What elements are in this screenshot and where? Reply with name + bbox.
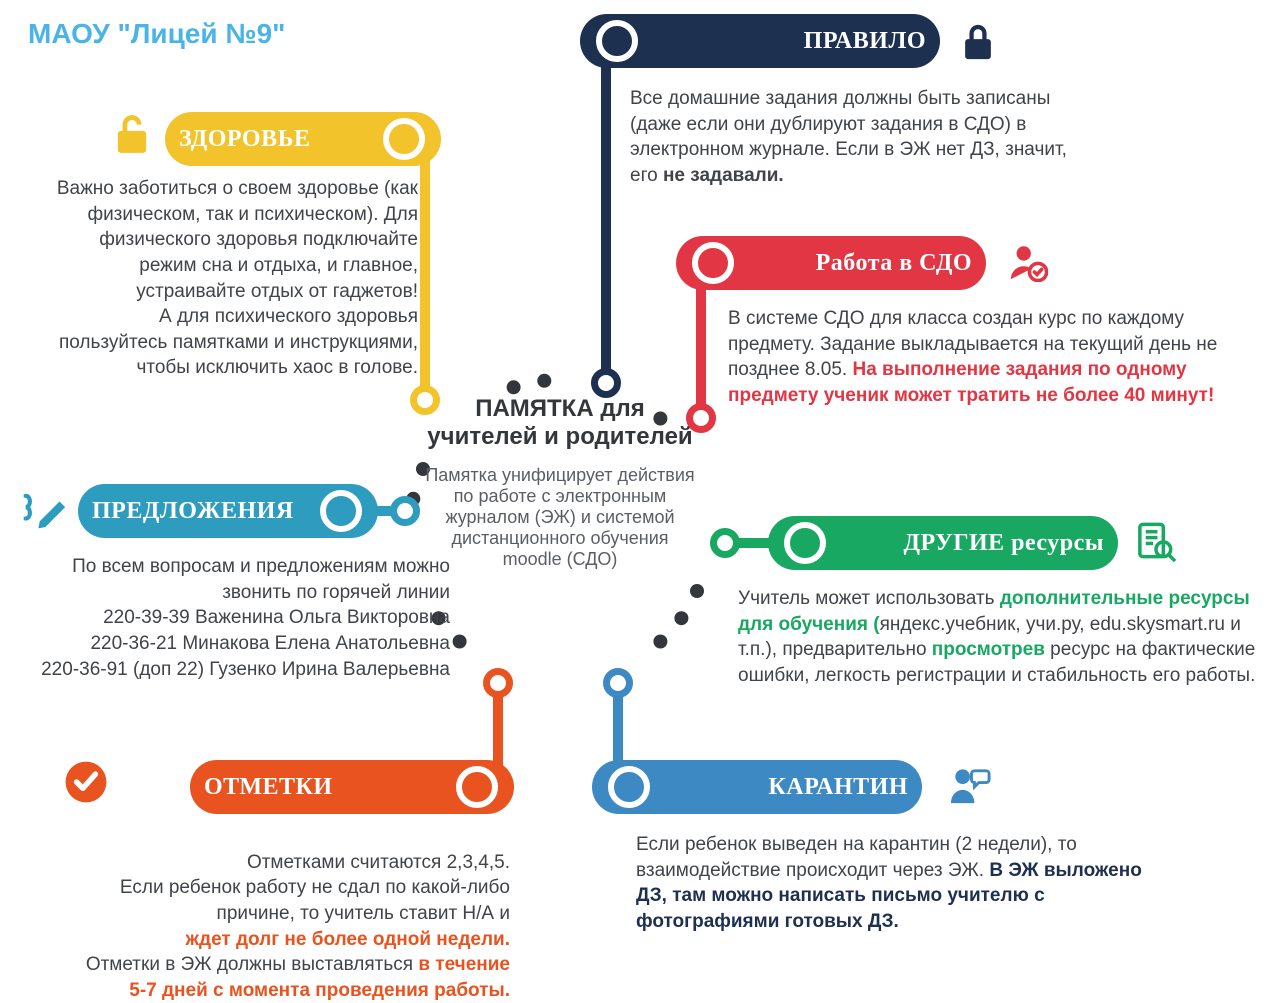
health-body: Важно заботиться о своем здоровье (как ф… [46,176,418,381]
health-pill-ring [383,118,425,160]
resources-pill: ДРУГИЕ ресурсы [768,516,1118,570]
suggestions-title: ПРЕДЛОЖЕНИЯ [78,498,308,525]
rule-body: Все домашние задания должны быть записан… [630,86,1070,189]
quarantine-body: Если ребенок выведен на карантин (2 неде… [636,832,1166,935]
marks-pill: ОТМЕТКИ [190,760,514,814]
suggestions-pill-ring [320,490,362,532]
pen-icon [20,490,68,535]
health-pill: ЗДОРОВЬЕ [165,112,441,166]
rule-title: ПРАВИЛО [790,28,940,55]
center-block: ПАМЯТКА для учителей и родителей Памятка… [420,395,700,570]
center-title-1: ПАМЯТКА для [420,395,700,423]
person-speech-icon [948,762,992,811]
rule-pill: ПРАВИЛО [580,14,940,68]
health-stem [420,140,430,405]
health-title: ЗДОРОВЬЕ [165,126,324,153]
marks-title: ОТМЕТКИ [190,774,347,801]
sdo-pill-ring [692,242,734,284]
suggestions-body: По всем вопросам и предложениям можно зв… [0,554,450,682]
sdo-node [686,403,716,433]
doc-search-icon [1134,520,1178,569]
rule-pill-ring [596,20,638,62]
resources-title: ДРУГИЕ ресурсы [890,530,1119,557]
quarantine-pill-ring [608,766,650,808]
sdo-pill: Работа в СДО [676,236,986,290]
center-subtitle: Памятка унифицирует действия по работе с… [420,465,700,570]
suggestions-node [390,496,420,526]
unlock-icon [112,112,152,161]
marks-node [483,668,513,698]
rule-node [591,368,621,398]
health-node [410,385,440,415]
user-check-icon [1008,242,1048,287]
sdo-title: Работа в СДО [802,250,986,277]
rule-body-hl: не задавали. [663,165,784,186]
resources-body-pre: Учитель может использовать [738,588,1000,609]
resources-node [710,528,740,558]
quarantine-node [603,668,633,698]
resources-body-hl2: просмотрев [932,639,1045,660]
rule-stem [601,40,611,388]
suggestions-pill: ПРЕДЛОЖЕНИЯ [78,484,378,538]
marks-body-hl1: ждет долг не более одной недели. [186,929,510,950]
marks-body-mid: Отметки в ЭЖ должны выставляться [86,954,418,975]
marks-body: Отметками считаются 2,3,4,5. Если ребено… [40,824,510,1003]
resources-pill-ring [784,522,826,564]
center-title-2: учителей и родителей [420,423,700,451]
marks-pill-ring [456,766,498,808]
resources-body: Учитель может использовать дополнительны… [738,586,1268,689]
marks-body-pre: Отметками считаются 2,3,4,5. Если ребено… [120,852,510,924]
quarantine-title: КАРАНТИН [754,774,922,801]
quarantine-pill: КАРАНТИН [592,760,922,814]
lock-icon [960,22,996,67]
sdo-body: В системе СДО для класса создан курс по … [728,306,1258,409]
check-circle-icon [64,760,108,809]
